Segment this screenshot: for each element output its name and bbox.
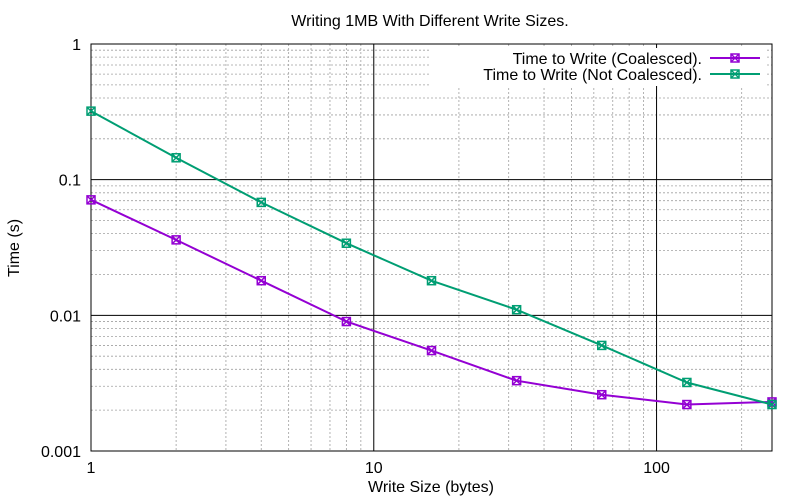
legend-marker: [730, 69, 740, 79]
chart-title: Writing 1MB With Different Write Sizes.: [291, 13, 568, 30]
axes: 1 0.1 0.01 0.001 1 10 100: [41, 37, 773, 477]
y-tick-label: 0.01: [50, 308, 81, 325]
data-point: [511, 304, 522, 315]
x-tick-label: 1: [87, 460, 96, 477]
data-point: [256, 197, 266, 208]
series-line-1: [90, 198, 773, 406]
data-point: [426, 345, 437, 356]
data-point: [341, 238, 352, 248]
data-point: [86, 195, 96, 205]
data-point: [597, 340, 607, 351]
data-point: [171, 153, 181, 163]
y-tick-label: 1: [72, 37, 81, 54]
x-tick-label: 100: [643, 460, 670, 477]
series-group: [86, 106, 777, 410]
y-axis-title: Time (s): [6, 219, 23, 277]
legend-label: Time to Write (Not Coalesced).: [483, 67, 702, 84]
data-point: [511, 375, 522, 386]
plot-border: [90, 43, 773, 452]
data-point: [597, 389, 607, 400]
series-line-2: [90, 110, 773, 406]
data-point: [341, 316, 352, 327]
data-point: [682, 377, 692, 388]
data-point: [256, 275, 266, 286]
legend-marker: [730, 53, 740, 63]
legend: Time to Write (Coalesced).Time to Write …: [430, 48, 766, 86]
y-tick-label: 0.001: [41, 444, 81, 461]
data-point: [682, 399, 692, 410]
legend-background: [430, 48, 766, 86]
data-point: [86, 106, 96, 116]
x-axis-title: Write Size (bytes): [368, 479, 494, 496]
data-point: [426, 275, 437, 286]
data-point: [171, 235, 181, 245]
y-tick-label: 0.1: [59, 173, 81, 190]
x-tick-label: 10: [365, 460, 383, 477]
data-point: [767, 399, 777, 410]
legend-label: Time to Write (Coalesced).: [513, 51, 702, 68]
